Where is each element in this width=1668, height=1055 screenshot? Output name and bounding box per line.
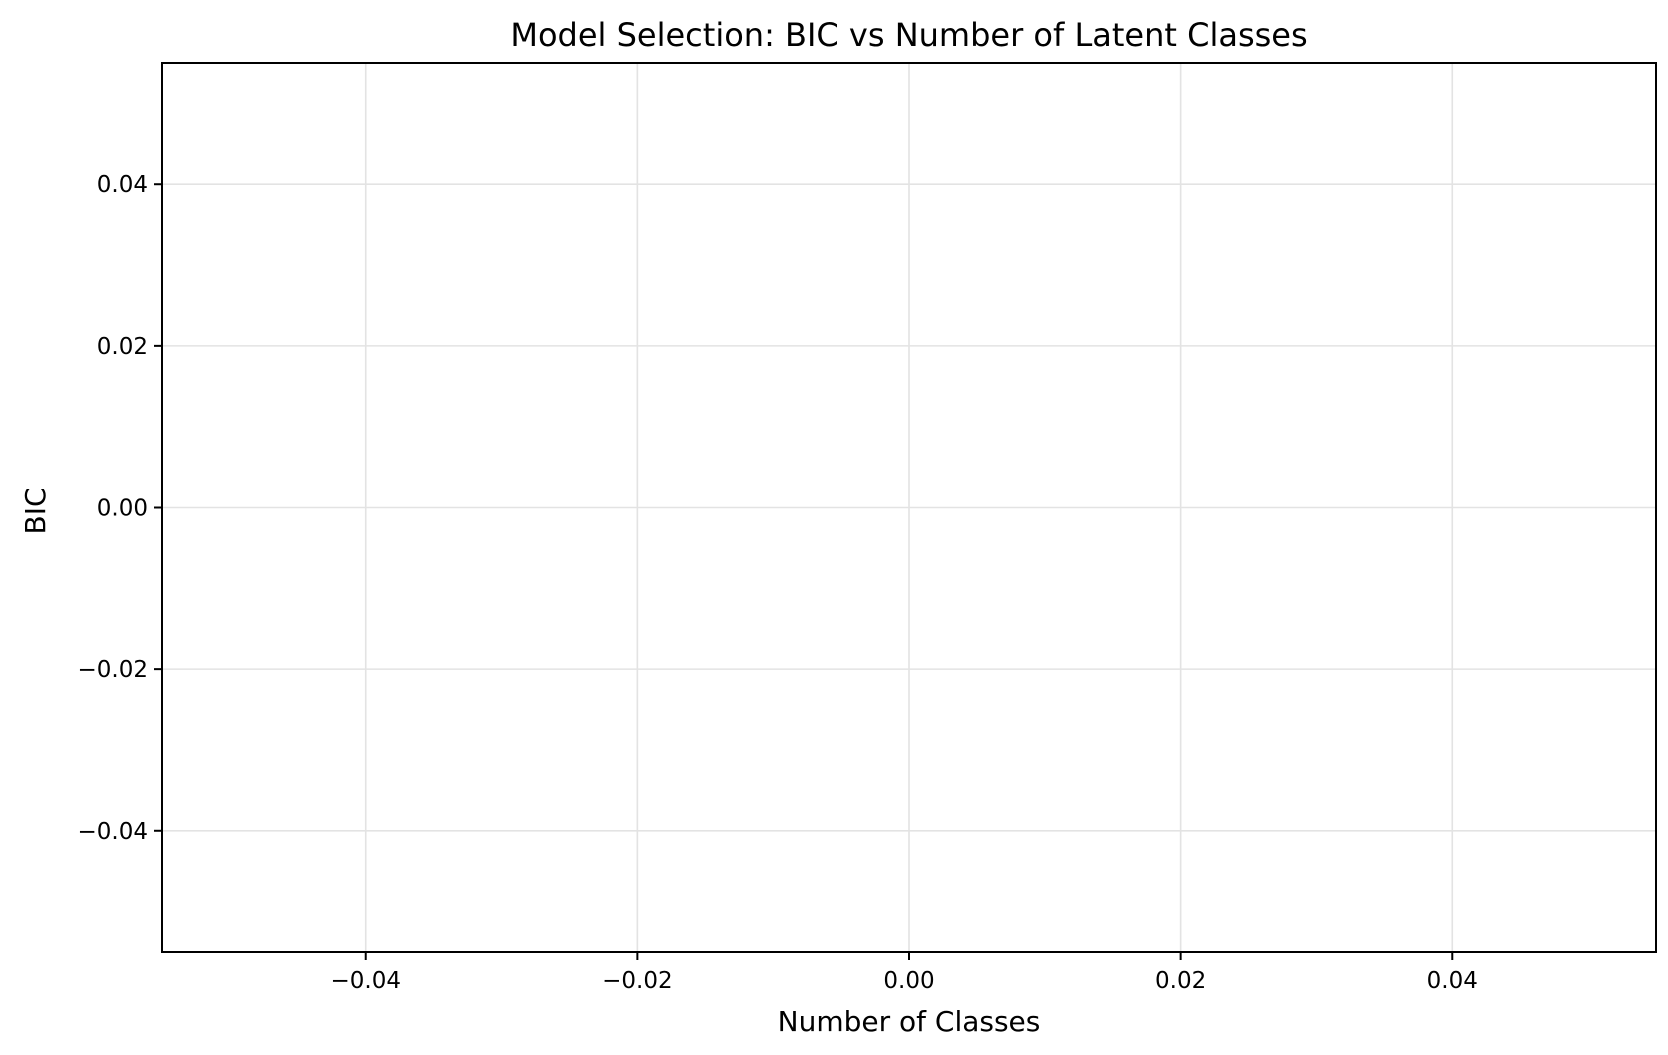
x-tick-label: 0.00 — [883, 968, 934, 994]
y-tick-label: 0.00 — [97, 496, 148, 522]
x-tick-label: 0.04 — [1427, 968, 1478, 994]
x-tick-label: 0.02 — [1155, 968, 1206, 994]
tick-layer: −0.04 −0.02 0.00 0.02 0.04 −0.04 −0.02 0.00 0.02… — [78, 172, 1478, 994]
y-tick-label: −0.02 — [78, 657, 148, 683]
x-axis-label: Number of Classes — [778, 1005, 1041, 1038]
grid-layer — [162, 63, 1656, 952]
chart-title: Model Selection: BIC vs Number of Latent… — [510, 16, 1307, 54]
y-tick-label: 0.04 — [97, 172, 148, 198]
y-tick-label: 0.02 — [97, 334, 148, 360]
y-tick-label: −0.04 — [78, 819, 148, 845]
x-tick-label: −0.04 — [330, 968, 400, 994]
x-tick-label: −0.02 — [602, 968, 672, 994]
y-axis-label: BIC — [19, 487, 52, 534]
